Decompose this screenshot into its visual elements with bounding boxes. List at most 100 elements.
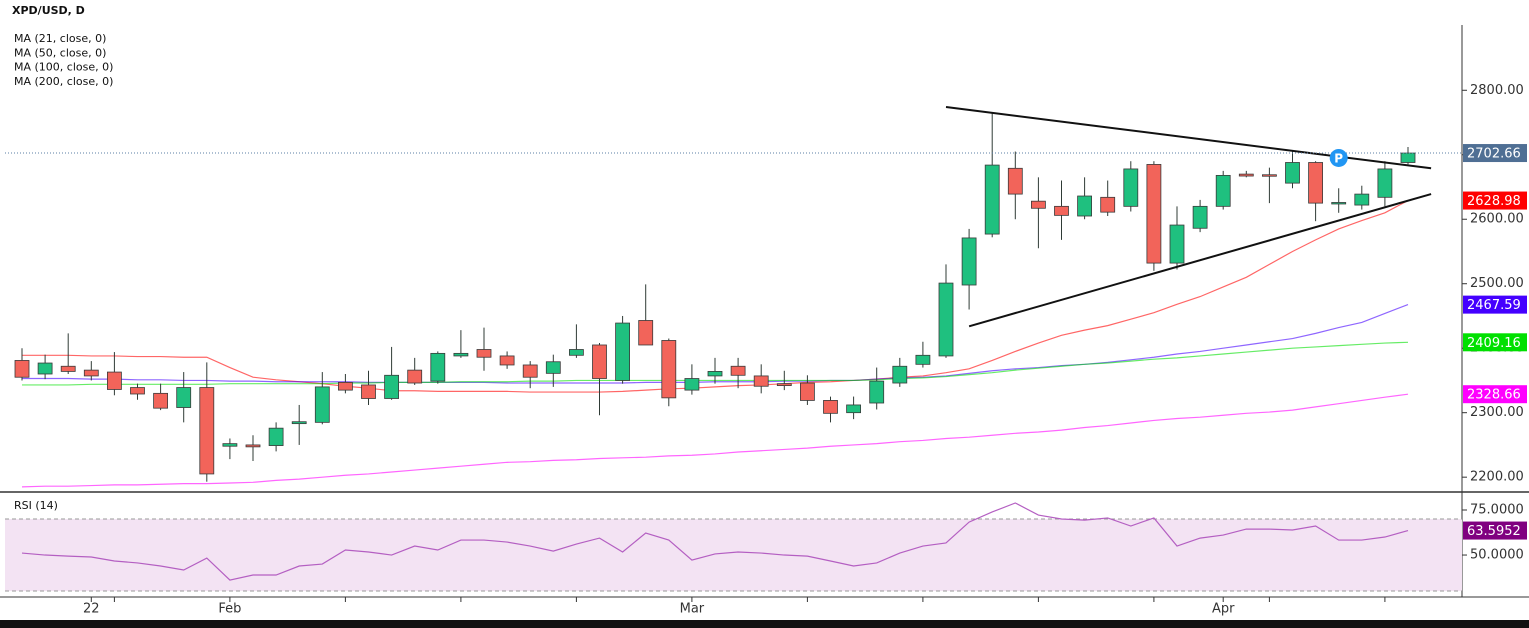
candle-body: [14, 360, 30, 378]
candle-body: [60, 365, 76, 372]
candle-body: [1354, 193, 1370, 206]
price-tag: [1463, 144, 1527, 163]
candle-body: [1031, 200, 1046, 209]
candle-body: [1007, 167, 1023, 195]
price-tag-label: 2409.16: [1467, 336, 1521, 351]
candle-body: [130, 387, 145, 395]
legend-entry: MA (200, close, 0): [14, 75, 113, 88]
candle-body: [268, 427, 284, 446]
annotation-label: P: [1334, 151, 1343, 165]
candle-body: [1308, 162, 1323, 204]
y-tick-label: 2800.00: [1470, 83, 1524, 98]
price-tag: [1463, 385, 1527, 404]
candle-body: [83, 369, 99, 377]
candle-body: [892, 365, 908, 384]
candle-body: [476, 349, 492, 358]
candle-body: [1077, 195, 1092, 217]
y-tick-label: 2200.00: [1470, 470, 1524, 485]
candle-body: [1100, 196, 1116, 213]
candle-body: [1331, 202, 1347, 205]
bottom-bar: [0, 620, 1529, 628]
price-tag: [1463, 333, 1527, 352]
rsi-band: [5, 519, 1462, 592]
candle-body: [961, 237, 977, 286]
candle-body: [522, 364, 538, 378]
price-tag-label: 2467.59: [1467, 298, 1521, 313]
candle-body: [1215, 174, 1231, 207]
candle-body: [1192, 205, 1208, 229]
candle-body: [615, 322, 630, 381]
y-tick-label: 2600.00: [1470, 212, 1524, 227]
chart-title: XPD/USD, D: [12, 4, 85, 17]
candle-body: [291, 421, 307, 425]
trendline: [968, 193, 1432, 328]
rsi-tag-label: 63.5952: [1467, 524, 1521, 539]
candle-body: [569, 349, 584, 356]
moving-average: [22, 200, 1409, 393]
candle-body: [1123, 168, 1139, 207]
candle-body: [730, 365, 746, 376]
candle-body: [153, 392, 169, 409]
x-tick-label: 22: [83, 602, 100, 617]
price-tag: [1463, 295, 1527, 314]
price-tag-label: 2628.98: [1467, 194, 1521, 209]
price-tag: [1463, 191, 1527, 210]
candle-body: [776, 383, 792, 387]
candle-body: [1169, 224, 1185, 264]
price-tag-label: 2328.66: [1467, 388, 1521, 403]
candle-body: [638, 320, 654, 346]
candle-body: [1238, 173, 1254, 177]
annotation-marker: [1329, 148, 1348, 167]
candle-body: [337, 381, 353, 391]
candle-body: [1262, 174, 1277, 177]
legend-entry: MA (50, close, 0): [14, 46, 106, 59]
candle-body: [938, 282, 954, 357]
candle-body: [453, 352, 469, 357]
candle-body: [823, 400, 838, 414]
candle-body: [407, 369, 423, 384]
x-tick-label: Feb: [218, 602, 241, 617]
price-tag-label: 2702.66: [1467, 147, 1521, 162]
y-tick-label: 50.0000: [1470, 548, 1524, 563]
candle-body: [1377, 168, 1393, 198]
candle-body: [800, 382, 815, 401]
legend-entry: MA (21, close, 0): [14, 32, 106, 45]
y-tick-label: 2500.00: [1470, 276, 1524, 291]
candle-body: [1054, 205, 1069, 216]
y-tick-label: 75.0000: [1470, 503, 1524, 518]
x-tick-label: Mar: [680, 602, 705, 617]
candle-body: [107, 371, 122, 390]
candle-body: [222, 443, 238, 447]
candle-body: [707, 371, 723, 377]
candle-body: [984, 164, 1000, 235]
candle-body: [430, 352, 446, 382]
candle-body: [753, 375, 769, 387]
rsi-title: RSI (14): [14, 499, 58, 512]
candle-body: [684, 378, 700, 391]
candle-body: [545, 361, 561, 374]
candle-body: [37, 362, 53, 375]
candle-body: [592, 344, 607, 379]
candle-body: [361, 384, 376, 399]
candle-body: [1146, 164, 1162, 264]
candle-body: [499, 355, 515, 366]
moving-average: [21, 393, 1409, 488]
candle-body: [384, 374, 400, 399]
x-tick-label: Apr: [1212, 602, 1235, 617]
candle-body: [1400, 152, 1416, 163]
candle-body: [846, 404, 861, 414]
candle-body: [314, 386, 330, 423]
candle-body: [245, 444, 261, 448]
candle-body: [915, 354, 931, 365]
candle-body: [1285, 162, 1300, 184]
legend-entry: MA (100, close, 0): [14, 61, 113, 74]
candle-body: [176, 387, 192, 408]
rsi-line: [21, 502, 1409, 581]
y-tick-label: 2300.00: [1470, 405, 1524, 420]
rsi-tag: [1463, 521, 1527, 540]
trendline: [945, 106, 1432, 170]
candle-body: [869, 380, 885, 404]
candle-body: [199, 387, 215, 475]
